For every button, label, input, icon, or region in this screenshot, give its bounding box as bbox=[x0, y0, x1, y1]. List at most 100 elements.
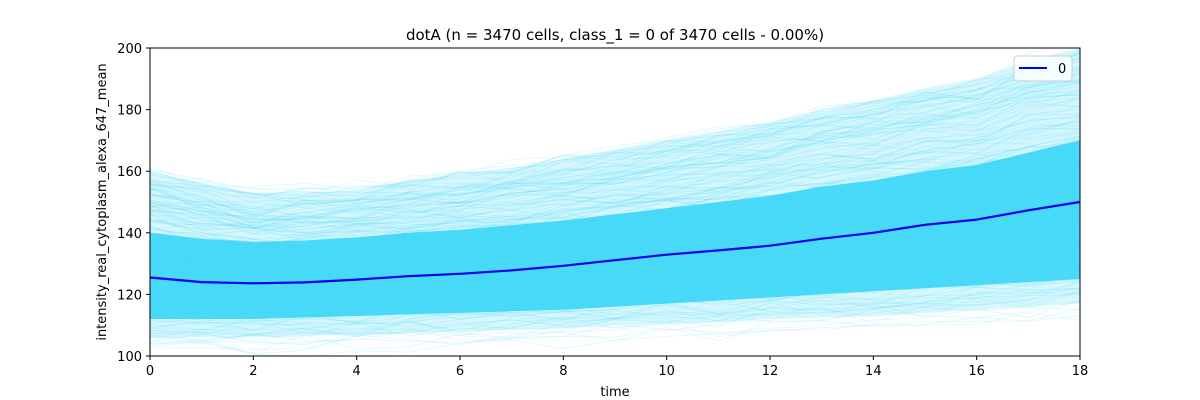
legend-entry-label: 0 bbox=[1058, 62, 1066, 77]
cell-trace bbox=[150, 238, 1080, 303]
cell-trace bbox=[150, 65, 1080, 190]
cell-trace bbox=[150, 176, 1080, 268]
cell-trace bbox=[150, 82, 1080, 222]
cell-trace bbox=[150, 91, 1080, 225]
cell-traces bbox=[150, 48, 1080, 356]
cell-trace bbox=[150, 73, 1080, 216]
cell-trace bbox=[150, 272, 1080, 318]
y-tick-label: 100 bbox=[117, 350, 142, 365]
cell-trace bbox=[150, 69, 1080, 221]
cell-trace bbox=[150, 274, 1080, 324]
cell-trace bbox=[150, 234, 1080, 294]
cell-trace bbox=[150, 288, 1080, 334]
cell-trace bbox=[150, 178, 1080, 265]
cell-trace bbox=[150, 93, 1080, 227]
cell-trace bbox=[150, 250, 1080, 310]
cell-trace bbox=[150, 52, 1080, 199]
cell-trace bbox=[150, 105, 1080, 233]
x-tick-label: 14 bbox=[865, 364, 882, 379]
cell-trace bbox=[150, 142, 1080, 249]
cell-trace bbox=[150, 286, 1080, 321]
cell-trace bbox=[150, 166, 1080, 265]
cell-trace bbox=[150, 166, 1080, 265]
cell-trace bbox=[150, 180, 1080, 281]
cell-trace bbox=[150, 315, 1080, 354]
cell-trace bbox=[150, 231, 1080, 301]
cell-trace bbox=[150, 133, 1080, 254]
cell-trace bbox=[150, 94, 1080, 220]
cell-trace bbox=[150, 280, 1080, 341]
cell-trace bbox=[150, 250, 1080, 311]
cell-trace bbox=[150, 99, 1080, 235]
cell-trace bbox=[150, 49, 1080, 206]
cell-trace bbox=[150, 143, 1080, 256]
cell-trace bbox=[150, 252, 1080, 321]
cell-trace bbox=[150, 123, 1080, 234]
cell-trace bbox=[150, 120, 1080, 240]
cell-trace bbox=[150, 170, 1080, 263]
cell-trace bbox=[150, 132, 1080, 250]
cell-trace bbox=[150, 120, 1080, 244]
cell-trace bbox=[150, 191, 1080, 278]
cell-trace bbox=[150, 116, 1080, 229]
cell-trace bbox=[150, 79, 1080, 217]
cell-trace bbox=[150, 97, 1080, 233]
y-tick-label: 180 bbox=[117, 104, 142, 119]
cell-trace bbox=[150, 193, 1080, 274]
cell-trace bbox=[150, 265, 1080, 331]
cell-trace bbox=[150, 288, 1080, 331]
cell-trace bbox=[150, 187, 1080, 269]
cell-trace bbox=[150, 128, 1080, 247]
cell-trace bbox=[150, 226, 1080, 306]
cell-trace bbox=[150, 224, 1080, 304]
cell-trace bbox=[150, 277, 1080, 336]
cell-trace bbox=[150, 290, 1080, 343]
cell-trace bbox=[150, 248, 1080, 312]
cell-trace bbox=[150, 183, 1080, 271]
cell-trace bbox=[150, 271, 1080, 323]
cell-trace bbox=[150, 280, 1080, 335]
cell-trace bbox=[150, 217, 1080, 301]
trace-envelope-core bbox=[150, 140, 1080, 319]
cell-trace bbox=[150, 92, 1080, 220]
x-tick-label: 0 bbox=[146, 364, 154, 379]
cell-trace bbox=[150, 207, 1080, 288]
y-tick-label: 140 bbox=[117, 227, 142, 242]
cell-trace bbox=[150, 165, 1080, 248]
cell-trace bbox=[150, 55, 1080, 219]
cell-trace bbox=[150, 250, 1080, 314]
cell-trace bbox=[150, 82, 1080, 226]
cell-trace bbox=[150, 128, 1080, 248]
cell-trace bbox=[150, 116, 1080, 230]
cell-trace bbox=[150, 157, 1080, 260]
cell-trace bbox=[150, 57, 1080, 203]
cell-trace bbox=[150, 57, 1080, 209]
cell-trace bbox=[150, 247, 1080, 316]
cell-trace bbox=[150, 282, 1080, 331]
cell-trace bbox=[150, 230, 1080, 298]
cell-trace bbox=[150, 291, 1080, 342]
cell-trace bbox=[150, 228, 1080, 308]
cell-trace bbox=[150, 236, 1080, 303]
cell-trace bbox=[150, 190, 1080, 274]
cell-trace bbox=[150, 183, 1080, 274]
cell-trace bbox=[150, 53, 1080, 194]
x-tick-label: 10 bbox=[658, 364, 675, 379]
cell-trace bbox=[150, 198, 1080, 288]
cell-trace bbox=[150, 95, 1080, 224]
cell-trace bbox=[150, 175, 1080, 270]
cell-trace bbox=[150, 288, 1080, 338]
cell-trace bbox=[150, 300, 1080, 355]
cell-trace bbox=[150, 97, 1080, 228]
cell-trace bbox=[150, 67, 1080, 221]
cell-trace bbox=[150, 176, 1080, 273]
x-tick-label: 16 bbox=[968, 364, 985, 379]
cell-trace bbox=[150, 80, 1080, 209]
cell-trace bbox=[150, 81, 1080, 219]
cell-trace bbox=[150, 269, 1080, 331]
cell-trace bbox=[150, 58, 1080, 198]
cell-trace bbox=[150, 183, 1080, 277]
cell-trace bbox=[150, 301, 1080, 346]
cell-trace bbox=[150, 86, 1080, 209]
